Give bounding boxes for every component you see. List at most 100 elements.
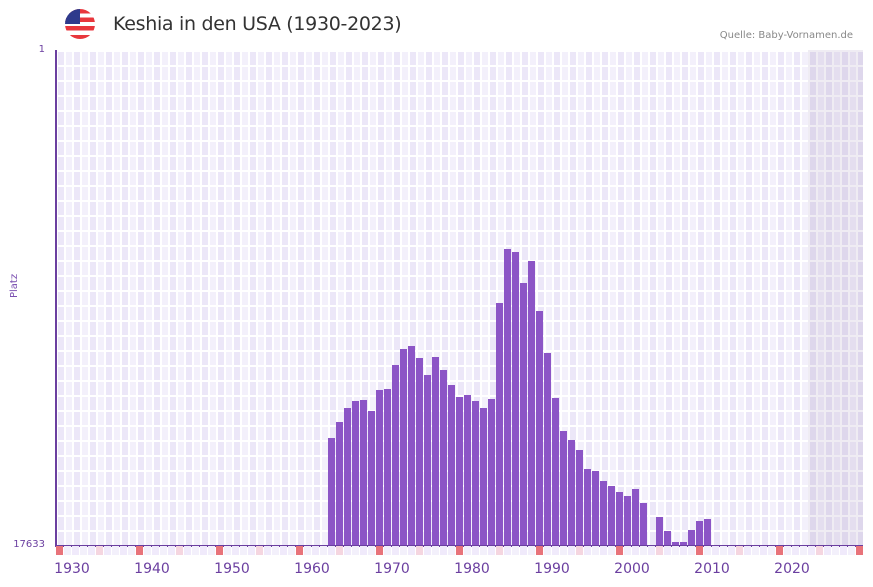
year-marker [336, 546, 343, 555]
bar-1988[interactable] [536, 311, 543, 545]
bar-1980[interactable] [472, 401, 479, 545]
bar-1977[interactable] [448, 385, 455, 545]
x-tick-2000: 2000 [614, 561, 650, 577]
year-marker [224, 546, 231, 555]
year-marker [848, 546, 855, 555]
bar-1993[interactable] [576, 450, 583, 545]
bar-1969[interactable] [384, 389, 391, 545]
year-marker [432, 546, 439, 555]
bar-1990[interactable] [552, 398, 559, 545]
bar-1973[interactable] [416, 358, 423, 545]
year-marker [72, 546, 79, 555]
bar-1966[interactable] [360, 400, 367, 545]
year-marker [816, 546, 823, 555]
year-marker [840, 546, 847, 555]
bar-2007[interactable] [688, 530, 695, 545]
year-marker [104, 546, 111, 555]
year-marker [208, 546, 215, 555]
bar-1986[interactable] [520, 283, 527, 545]
bar-2008[interactable] [696, 521, 703, 545]
year-marker [88, 546, 95, 555]
year-marker [304, 546, 311, 555]
bar-2001[interactable] [640, 503, 647, 545]
year-marker [216, 546, 223, 555]
bar-1965[interactable] [352, 401, 359, 545]
y-tick-bottom: 17633 [13, 539, 45, 550]
year-marker [136, 546, 143, 555]
year-marker [568, 546, 575, 555]
year-marker [600, 546, 607, 555]
year-marker [144, 546, 151, 555]
source-link[interactable]: Quelle: Baby-Vornamen.de [719, 30, 853, 41]
year-marker [640, 546, 647, 555]
bar-1972[interactable] [408, 346, 415, 545]
year-marker [296, 546, 303, 555]
bar-1995[interactable] [592, 471, 599, 545]
year-marker [776, 546, 783, 555]
bar-1982[interactable] [488, 399, 495, 545]
year-marker [480, 546, 487, 555]
x-tick-1970: 1970 [374, 561, 410, 577]
year-marker [728, 546, 735, 555]
year-marker [384, 546, 391, 555]
bar-1978[interactable] [456, 397, 463, 545]
year-marker [328, 546, 335, 555]
year-marker [648, 546, 655, 555]
bar-2006[interactable] [680, 542, 687, 545]
year-marker [704, 546, 711, 555]
year-marker [576, 546, 583, 555]
bar-1999[interactable] [624, 496, 631, 545]
year-marker [616, 546, 623, 555]
year-marker [632, 546, 639, 555]
year-marker [544, 546, 551, 555]
bar-1991[interactable] [560, 431, 567, 545]
year-marker [504, 546, 511, 555]
bar-1985[interactable] [512, 252, 519, 545]
bar-1964[interactable] [344, 408, 351, 545]
bar-1992[interactable] [568, 440, 575, 545]
bar-1962[interactable] [328, 438, 335, 545]
year-marker [624, 546, 631, 555]
year-marker [272, 546, 279, 555]
bar-1983[interactable] [496, 303, 503, 545]
x-tick-1980: 1980 [454, 561, 490, 577]
bar-1998[interactable] [616, 492, 623, 545]
bar-1970[interactable] [392, 365, 399, 545]
year-marker [152, 546, 159, 555]
year-marker [112, 546, 119, 555]
bar-2003[interactable] [656, 517, 663, 545]
y-axis [55, 50, 57, 546]
year-marker [800, 546, 807, 555]
bar-1976[interactable] [440, 370, 447, 545]
year-marker [472, 546, 479, 555]
bar-1963[interactable] [336, 422, 343, 545]
year-marker [592, 546, 599, 555]
x-tick-2010: 2010 [694, 561, 730, 577]
bar-1996[interactable] [600, 481, 607, 545]
bar-2004[interactable] [664, 531, 671, 545]
year-marker [520, 546, 527, 555]
bar-1984[interactable] [504, 249, 511, 545]
bar-1981[interactable] [480, 408, 487, 545]
bar-1994[interactable] [584, 469, 591, 545]
bar-1974[interactable] [424, 375, 431, 545]
page-title: Keshia in den USA (1930-2023) [113, 13, 402, 35]
bar-1987[interactable] [528, 261, 535, 545]
bar-1979[interactable] [464, 395, 471, 545]
bar-2000[interactable] [632, 489, 639, 545]
year-marker [552, 546, 559, 555]
bar-1971[interactable] [400, 349, 407, 545]
bar-1997[interactable] [608, 486, 615, 545]
bar-1968[interactable] [376, 390, 383, 545]
bar-2005[interactable] [672, 542, 679, 545]
year-marker [560, 546, 567, 555]
year-marker [608, 546, 615, 555]
bar-1967[interactable] [368, 411, 375, 545]
bar-1975[interactable] [432, 357, 439, 545]
year-marker [264, 546, 271, 555]
bar-1989[interactable] [544, 353, 551, 545]
year-marker [808, 546, 815, 555]
bar-2009[interactable] [704, 519, 711, 545]
year-marker [80, 546, 87, 555]
year-marker [528, 546, 535, 555]
